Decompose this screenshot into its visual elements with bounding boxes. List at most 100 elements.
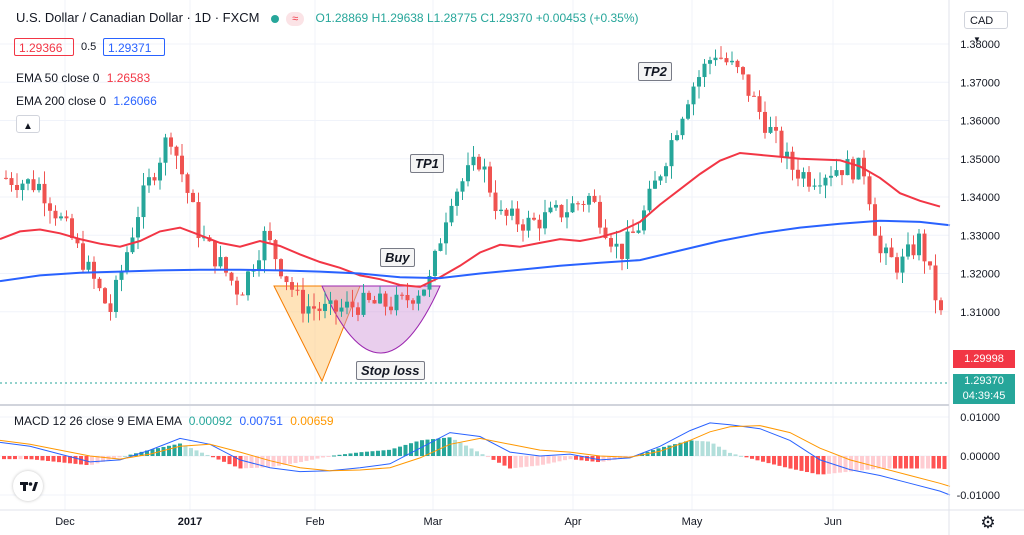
candle-down (746, 74, 751, 96)
candle-down (581, 203, 586, 205)
macd-histogram-bar (893, 456, 897, 469)
candle-down (389, 306, 393, 311)
time-tick-label: Jun (824, 516, 842, 528)
macd-histogram-bar (40, 456, 45, 461)
candle-up (587, 195, 591, 205)
macd-histogram-bar (161, 446, 166, 456)
macd-histogram-bar (915, 456, 919, 469)
candle-down (779, 130, 784, 158)
macd-histogram-bar (348, 453, 353, 456)
settings-button[interactable]: ⚙ (977, 512, 999, 534)
candle-down (922, 233, 927, 262)
macd-histogram-bar (931, 456, 936, 469)
macd-value-1: 0.00092 (188, 414, 233, 428)
tradingview-logo[interactable] (13, 471, 43, 501)
macd-histogram-bar (29, 456, 34, 460)
candle-down (576, 203, 580, 205)
candle-down (75, 237, 80, 244)
candle-up (565, 212, 569, 218)
candle-down (911, 244, 916, 256)
macd-histogram-bar (557, 456, 562, 462)
macd-histogram-bar (942, 456, 947, 470)
macd-histogram-bar (249, 456, 254, 469)
candle-up (378, 293, 382, 304)
currency-selector[interactable]: CAD ▼ (964, 11, 1008, 44)
macd-histogram-bar (744, 456, 749, 458)
macd-histogram-bar (656, 448, 661, 456)
candle-down (191, 192, 195, 203)
candle-up (625, 231, 630, 259)
candle-down (169, 137, 173, 147)
candle-up (86, 261, 91, 270)
collapse-legend-button[interactable]: ▲ (16, 115, 40, 133)
tp2-label[interactable]: TP2 (638, 62, 672, 81)
macd-histogram-bar (392, 448, 397, 456)
macd-histogram-bar (838, 456, 842, 473)
candle-down (895, 257, 899, 273)
candle-up (713, 57, 718, 61)
price-tick-label: 1.31000 (960, 307, 1000, 319)
macd-histogram-bar (299, 456, 303, 463)
macd-histogram-bar (381, 450, 386, 456)
candle-up (554, 204, 558, 208)
macd-histogram-bar (574, 456, 578, 460)
ema50-legend[interactable]: EMA 50 close 0 1.26583 (16, 71, 150, 85)
sell-price-button[interactable]: 1.29366 (14, 38, 74, 56)
candle-down (31, 179, 36, 191)
macd-histogram-bar (359, 452, 364, 456)
buy-price-button[interactable]: 1.29371 (103, 38, 165, 56)
candle-down (933, 265, 938, 301)
ema200-legend[interactable]: EMA 200 close 0 1.26066 (16, 94, 157, 108)
candle-down (862, 157, 866, 177)
candle-up (114, 279, 118, 312)
macd-histogram-bar (117, 456, 122, 458)
candle-down (372, 300, 377, 304)
candle-up (262, 230, 267, 261)
macd-histogram-bar (827, 456, 831, 474)
candle-up (884, 247, 888, 254)
macd-histogram-bar (739, 455, 743, 457)
macd-legend[interactable]: MACD 12 26 close 9 EMA EMA 0.00092 0.007… (14, 414, 334, 428)
tp1-label[interactable]: TP1 (410, 154, 444, 173)
ohlc-open: O1.28869 (315, 11, 369, 25)
macd-histogram-bar (799, 456, 804, 471)
macd-histogram-bar (887, 456, 892, 469)
macd-histogram-bar (882, 456, 886, 469)
candle-down (268, 230, 272, 241)
candle-down (103, 288, 107, 304)
candle-up (845, 159, 850, 176)
candle-down (488, 166, 492, 193)
macd-histogram-bar (678, 442, 683, 456)
candle-down (92, 261, 96, 279)
candle-down (928, 261, 932, 266)
currency-label: CAD (970, 15, 994, 27)
candle-down (224, 257, 228, 273)
candle-down (598, 201, 602, 228)
buy-label[interactable]: Buy (380, 248, 415, 267)
macd-histogram-bar (519, 456, 523, 468)
price-tick-label: 1.35000 (960, 154, 1000, 166)
macd-histogram-bar (909, 456, 914, 469)
candle-up (130, 237, 135, 253)
ema50-label: EMA 50 close 0 (16, 71, 100, 85)
stop-loss-label[interactable]: Stop loss (356, 361, 425, 380)
candle-down (290, 282, 294, 290)
macd-histogram-bar (315, 456, 320, 459)
macd-histogram-bar (420, 440, 424, 456)
tradingview-icon (20, 482, 38, 491)
candle-up (37, 183, 41, 191)
candle-up (543, 212, 547, 229)
macd-tick-label: -0.01000 (957, 490, 1000, 502)
macd-histogram-bar (926, 456, 930, 469)
ema200-line (0, 219, 951, 283)
macd-histogram-bar (189, 448, 193, 456)
candle-up (834, 170, 839, 176)
candle-down (284, 276, 289, 283)
macd-histogram-bar (183, 445, 188, 456)
macd-histogram-bar (370, 451, 375, 456)
wave-icon[interactable]: ≈ (286, 11, 305, 26)
macd-histogram-bar (145, 450, 149, 456)
symbol-title[interactable]: U.S. Dollar / Canadian Dollar · 1D · FXC… (16, 10, 260, 25)
candle-down (108, 303, 113, 312)
